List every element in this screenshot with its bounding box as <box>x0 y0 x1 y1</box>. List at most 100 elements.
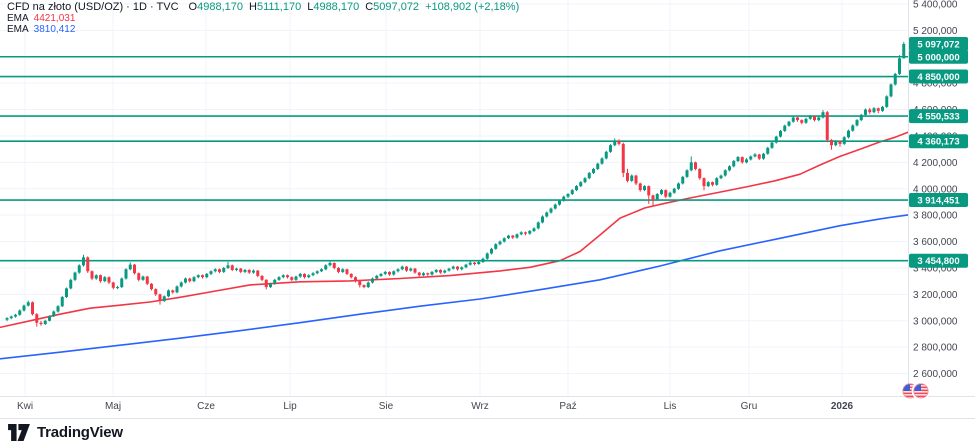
time-axis[interactable]: Kwi Maj Cze Lip Sie Wrz Paź Lis Gru 2026 <box>17 401 854 412</box>
candle-body <box>736 157 740 162</box>
candle-body <box>141 276 145 280</box>
candle-body <box>468 262 472 265</box>
candle-body <box>379 273 383 276</box>
price-level-badge[interactable]: 3 454,800 <box>909 253 968 268</box>
month-label: Maj <box>105 401 121 412</box>
candle-body <box>82 257 85 266</box>
price-tick-label: 5 200,000 <box>913 26 958 37</box>
candle-body <box>596 163 600 169</box>
candle-body <box>426 273 430 275</box>
candle-body <box>396 269 400 272</box>
candle-body <box>834 141 838 146</box>
ema-slow-legend-row[interactable]: EMA 3810,412 <box>7 24 519 35</box>
candle-body <box>213 269 217 272</box>
candle-body <box>315 271 319 274</box>
candle-body <box>273 279 277 284</box>
bottom-bar: TradingView <box>0 418 975 448</box>
candle-body <box>179 282 183 287</box>
change-value: +108,902 (+2,18%) <box>425 1 520 13</box>
tradingview-logo[interactable]: TradingView <box>8 424 123 441</box>
candle-body <box>583 178 587 183</box>
candle-body <box>196 275 200 278</box>
candle-body <box>553 204 557 209</box>
economic-event-flags-icon[interactable] <box>902 381 931 401</box>
candle-body <box>672 188 676 193</box>
price-tick-label: 3 400,000 <box>913 263 958 274</box>
candle-body <box>120 278 124 288</box>
candle-body <box>745 159 748 163</box>
candle-body <box>859 114 863 121</box>
candle-body <box>430 271 434 275</box>
symbol-legend-row[interactable]: CFD na złoto (USD/OZ) · 1D · TVC O4988,17… <box>7 2 519 13</box>
candle-body <box>817 117 821 121</box>
candle-body <box>698 168 702 179</box>
candle-body <box>260 275 264 280</box>
candle-body <box>31 302 34 315</box>
candle-body <box>779 130 782 137</box>
candle-body <box>787 121 791 126</box>
candle-body <box>43 320 47 325</box>
candle-body <box>332 262 336 268</box>
candle-body <box>137 273 141 280</box>
price-level-badge[interactable]: 4 360,173 <box>909 134 968 149</box>
candle-body <box>226 265 230 268</box>
candle-body <box>519 232 523 235</box>
ema-slow-label: EMA <box>7 24 29 35</box>
symbol-title: CFD na złoto (USD/OZ) · 1D · TVC <box>7 1 179 13</box>
close-value: 5097,072 <box>373 1 420 13</box>
candle-body <box>711 182 714 185</box>
price-level-badge[interactable]: 5 000,000 <box>909 49 968 64</box>
candle-body <box>154 289 158 295</box>
candle-body <box>524 232 527 234</box>
candle-body <box>694 162 697 169</box>
candle-body <box>753 154 757 157</box>
svg-text:4 850,000: 4 850,000 <box>917 72 959 83</box>
candle-body <box>337 267 340 272</box>
candle-body <box>643 186 646 191</box>
candle-body <box>528 231 532 234</box>
candle-body <box>800 120 804 123</box>
candle-body <box>9 316 13 319</box>
ema-fast-legend-row[interactable]: EMA 4421,031 <box>7 13 519 24</box>
candle-body <box>443 270 447 273</box>
candle-body <box>570 190 574 195</box>
month-label: Wrz <box>471 401 489 412</box>
candle-body <box>511 235 515 238</box>
candle-body <box>532 228 536 231</box>
candle-body <box>804 118 808 123</box>
candle-body <box>201 275 204 278</box>
price-level-badge[interactable]: 4 550,533 <box>909 109 968 124</box>
candle-body <box>188 278 192 282</box>
candle-body <box>575 186 578 191</box>
candle-body <box>366 282 370 288</box>
candle-body <box>757 154 761 159</box>
candle-body <box>898 58 901 74</box>
candle-body <box>77 265 81 273</box>
candle-body <box>65 288 68 297</box>
price-tick-label: 4 800,000 <box>913 79 958 90</box>
candle-body <box>456 266 459 270</box>
candle-body <box>383 271 387 274</box>
candles-layer <box>5 42 906 327</box>
candle-body <box>536 222 540 229</box>
candle-body <box>52 311 56 317</box>
candle-body <box>328 262 332 266</box>
candle-body <box>702 178 706 187</box>
last-price-badge[interactable]: 5 097,072 <box>909 36 968 51</box>
candle-body <box>243 269 247 272</box>
month-label: 2026 <box>831 401 854 412</box>
candle-body <box>821 112 825 118</box>
candle-body <box>358 281 362 286</box>
price-level-badge[interactable]: 4 850,000 <box>909 69 968 84</box>
price-level-badge[interactable]: 3 914,451 <box>909 193 968 208</box>
candle-body <box>26 302 30 306</box>
candle-body <box>830 139 833 146</box>
candle-body <box>634 175 638 184</box>
price-tick-label: 3 600,000 <box>913 237 958 248</box>
candle-body <box>885 96 889 107</box>
svg-text:5 097,072: 5 097,072 <box>917 39 959 50</box>
candle-body <box>209 271 213 274</box>
candle-body <box>774 136 778 143</box>
candle-body <box>617 140 621 144</box>
